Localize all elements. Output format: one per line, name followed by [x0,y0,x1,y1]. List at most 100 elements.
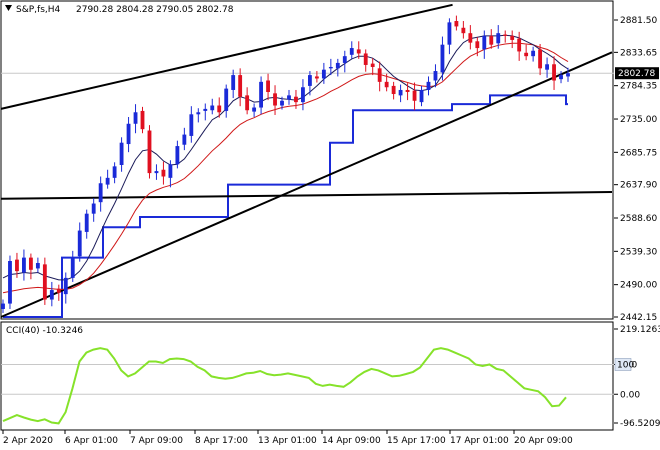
trend-line-layer[interactable] [0,3,613,318]
trend-line[interactable] [0,3,453,110]
candle-body [231,75,236,90]
stop-line [3,94,568,318]
triangle-down-icon [5,5,12,11]
price-tick-label: 2735.00 [620,115,657,125]
level-label: 100 [617,360,634,370]
candle-body [280,100,284,106]
candle-body [22,257,26,273]
candle-body [147,130,152,174]
candle-body [224,88,229,111]
candle-body [454,21,459,27]
candle-body [301,87,305,103]
candle-body [342,56,347,63]
candle-body [398,89,403,96]
candle-body [419,89,424,103]
candle-body [175,146,180,165]
time-tick-label: 17 Apr 01:00 [450,436,509,446]
candle-body [287,95,291,100]
indicator-title: CCI(40) -10.3246 [6,326,83,336]
candle-body [335,62,340,69]
indicator-panel[interactable] [0,321,614,431]
candle-body [307,75,312,86]
trend-line[interactable] [0,191,613,200]
candle-body [321,69,326,79]
price-panel[interactable] [0,0,614,320]
candle-body [314,76,319,79]
candle-body [28,257,33,270]
indicator-grid [1,363,614,395]
candle-body [203,108,208,111]
price-tick-label: 2784.35 [620,82,657,92]
time-tick-label: 2 Apr 2020 [3,436,53,446]
candle-body [105,177,110,185]
candle-body [70,257,75,278]
indicator-tick-label: 219.1263 [620,325,660,335]
candle-body [196,112,201,115]
candle-body [538,49,543,69]
candle-body [377,68,382,82]
candle-body [119,142,124,166]
candle-body [531,50,536,57]
candle-body [510,35,515,40]
price-tick-label: 2881.50 [620,16,657,26]
candle-body [49,290,54,300]
candle-body [266,80,270,92]
indicator-tick-label: -96.5209 [620,419,660,429]
candle-body [426,81,431,90]
candle-body [91,203,96,214]
price-tick-label: 2490.00 [620,281,657,291]
candle-body [524,52,529,57]
candle-body [433,71,438,81]
candle-body [328,66,333,69]
candle-body [482,35,487,50]
candle-body [496,33,501,44]
candle-body [84,213,89,232]
indicator-tick-label: 0.00 [620,390,640,400]
level-label-box [614,358,632,371]
time-axis: 2 Apr 2020 6 Apr 01:00 7 Apr 09:00 8 Apr 17… [2,430,573,446]
stop-line-layer [3,94,568,318]
candle-body [489,35,494,45]
price-tick-label: 2685.75 [620,148,657,158]
candle-body [566,73,570,77]
candles-layer [1,15,570,314]
candle-body [238,75,243,97]
current-price-label: 2802.78 [618,69,655,79]
candle-body [552,64,556,81]
candle-body [440,44,445,73]
time-tick-label: 6 Apr 01:00 [65,436,118,446]
time-tick-label: 13 Apr 01:00 [258,436,317,446]
candle-body [356,49,361,54]
cci-layer [2,347,567,425]
time-tick-label: 14 Apr 09:00 [322,436,381,446]
candle-body [15,259,19,272]
candle-body [35,263,40,269]
price-tick-label: 2539.30 [620,247,657,257]
ma-slow-line [2,42,569,294]
price-axis: 2881.50 2833.65 2784.35 2735.00 2685.75 2637.… [614,16,659,323]
candle-body [405,89,410,92]
candle-body [98,183,103,203]
candle-body [475,41,480,49]
candle-body [503,34,508,36]
candle-body [252,107,257,112]
ohlc-readout: 2790.28 2804.28 2790.05 2802.78 [76,5,234,15]
candle-body [8,260,12,304]
candle-body [273,93,277,106]
candle-body [468,33,473,43]
candle-body [161,169,166,177]
candle-body [56,288,61,293]
candle-body [133,112,138,124]
current-price-box [615,67,659,80]
candle-body [42,264,47,300]
candle-body [210,105,215,111]
candle-body [77,230,82,257]
trend-line[interactable] [0,51,613,318]
candle-body [182,134,187,145]
candle-body [370,63,375,67]
candle-body [349,48,354,55]
candle-body [245,95,250,111]
